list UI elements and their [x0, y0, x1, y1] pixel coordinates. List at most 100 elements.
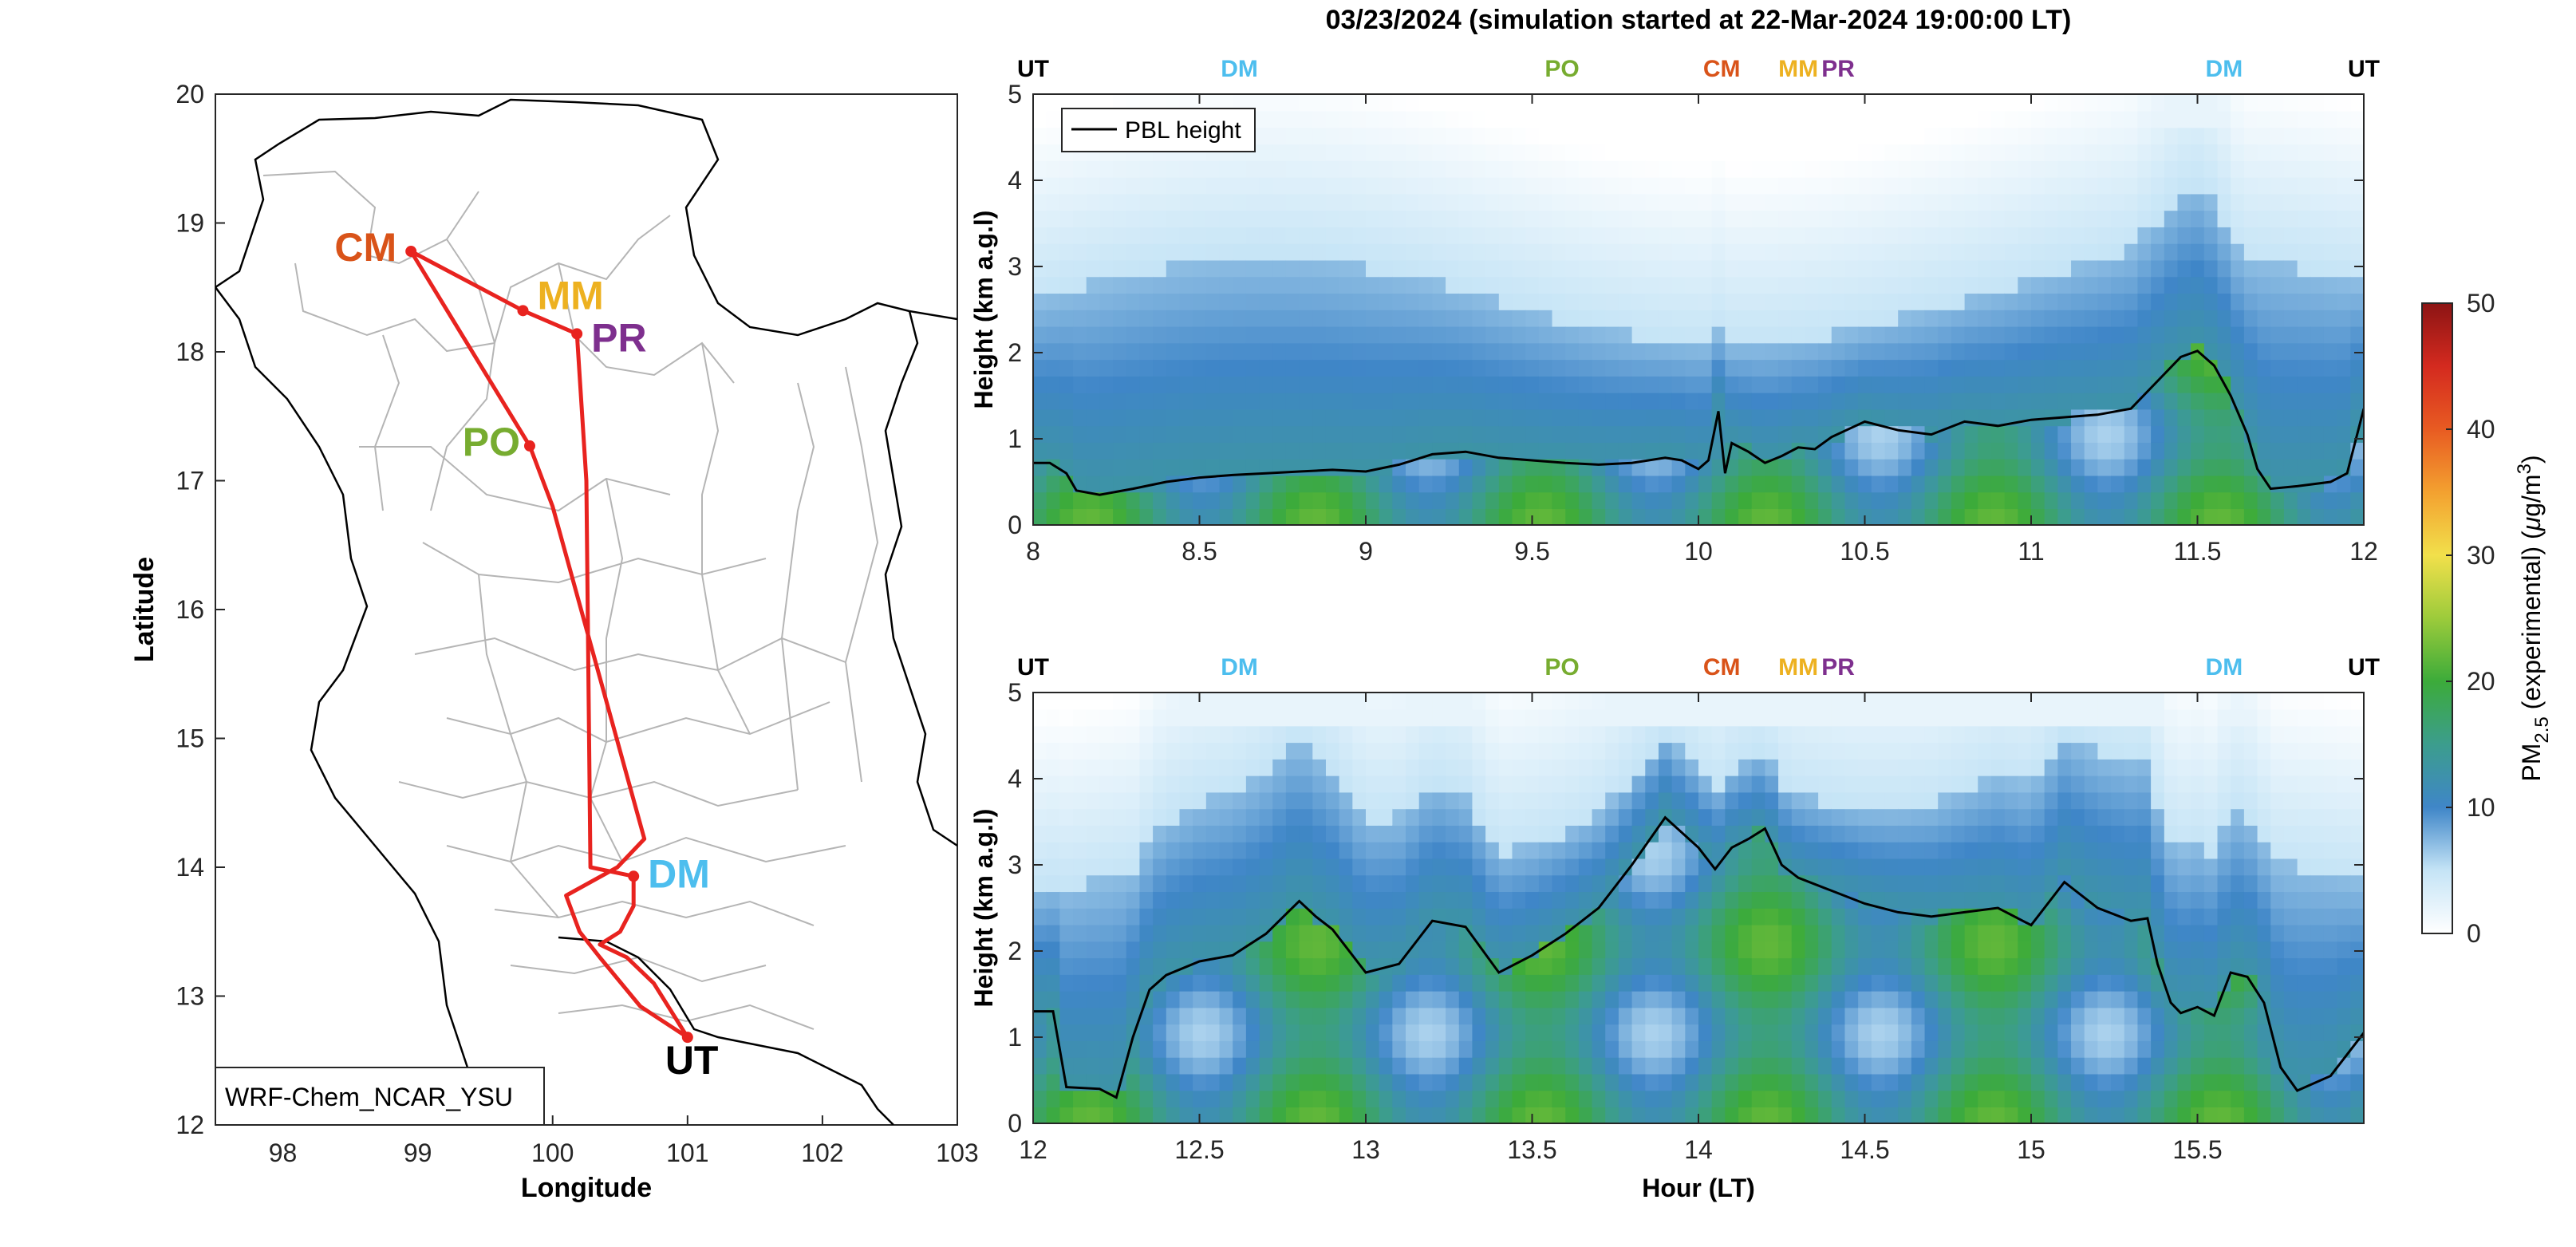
- heat-cell: [2031, 974, 2045, 992]
- heat-cell: [1938, 1107, 1952, 1123]
- heat-cell: [1153, 725, 1167, 744]
- heat-cell: [2164, 808, 2179, 826]
- heat-cell: [2270, 293, 2285, 310]
- heat-cell: [2111, 708, 2125, 727]
- heat-cell: [2097, 376, 2112, 393]
- heat-cell: [2044, 941, 2059, 959]
- heat-cell: [1818, 508, 1832, 525]
- heat-cell: [1990, 891, 2006, 909]
- heat-cell: [1592, 693, 1607, 710]
- heat-cell: [2231, 176, 2245, 195]
- heat-cell: [1179, 210, 1193, 227]
- heat-cell: [1379, 94, 1394, 112]
- heat-cell: [1898, 475, 1912, 493]
- heat-cell: [1791, 775, 1806, 793]
- heat-cell: [1884, 1024, 1899, 1041]
- heat-cell: [1166, 491, 1181, 510]
- heat-cell: [1990, 94, 2006, 112]
- heat-cell: [1099, 508, 1114, 525]
- heat-cell: [2057, 808, 2072, 826]
- heat-cell: [1924, 990, 1939, 1008]
- heat-cell: [1618, 408, 1633, 427]
- heat-cell: [2124, 775, 2139, 793]
- heat-cell: [1259, 858, 1274, 876]
- heat-cell: [1219, 693, 1233, 710]
- heat-cell: [2044, 708, 2059, 727]
- heat-cell: [1379, 990, 1394, 1008]
- heat-cell: [1964, 924, 1979, 942]
- heat-cell: [2137, 243, 2152, 261]
- heat-cell: [2191, 874, 2205, 893]
- heat-cell: [1951, 110, 1966, 128]
- heat-cell: [2177, 693, 2191, 710]
- heat-cell: [1205, 1090, 1221, 1108]
- heat-cell: [2177, 160, 2191, 178]
- heat-cell: [1392, 326, 1406, 344]
- heat-cell: [1844, 1090, 1859, 1108]
- heat-cell: [2137, 127, 2152, 145]
- heat-cell: [1831, 326, 1846, 344]
- heat-cell: [1685, 425, 1699, 443]
- heat-cell: [1924, 408, 1939, 427]
- heat-cell: [1458, 160, 1473, 178]
- heat-cell: [1432, 791, 1446, 810]
- heat-cell: [1805, 458, 1819, 476]
- heat-cell: [1406, 176, 1420, 195]
- heat-cell: [1711, 924, 1726, 942]
- heat-cell: [1525, 708, 1540, 727]
- station-label-po: PO: [463, 420, 520, 464]
- heat-cell: [1418, 1073, 1434, 1091]
- heat-cell: [1392, 210, 1406, 227]
- heat-cell: [1951, 1007, 1966, 1025]
- heat-cell: [1498, 874, 1513, 893]
- heat-cell: [2004, 742, 2019, 760]
- heat-cell: [1512, 891, 1526, 909]
- heat-cell: [1193, 193, 1207, 211]
- heat-cell: [1978, 227, 1992, 244]
- heat-cell: [2071, 392, 2085, 410]
- heat-cell: [1285, 874, 1300, 893]
- heat-cell: [2243, 359, 2258, 377]
- heat-cell: [2283, 475, 2298, 493]
- heat-cell: [2283, 176, 2298, 195]
- heat-cell: [1059, 924, 1074, 942]
- heat-cell: [1871, 725, 1886, 744]
- heat-cell: [1605, 990, 1619, 1008]
- heat-cell: [1339, 259, 1354, 278]
- heat-cell: [2137, 491, 2152, 510]
- heat-cell: [2151, 693, 2165, 710]
- heat-cell: [1565, 908, 1580, 925]
- heat-cell: [2191, 1090, 2205, 1108]
- heat-cell: [1432, 491, 1446, 510]
- station-dot-dm: [628, 870, 640, 882]
- heat-cell: [2031, 376, 2045, 393]
- heat-cell: [1233, 425, 1247, 443]
- heat-cell: [2151, 342, 2165, 361]
- heat-cell: [1086, 808, 1101, 826]
- heat-cell: [2097, 1007, 2112, 1025]
- heat-cell: [1978, 491, 1992, 510]
- heat-cell: [1751, 693, 1766, 710]
- heat-cell: [1765, 841, 1779, 859]
- heat-cell: [2203, 193, 2219, 211]
- heat-cell: [1844, 791, 1859, 810]
- heat-cell: [1685, 243, 1699, 261]
- heat-cell: [1578, 990, 1593, 1008]
- heat-cell: [1418, 458, 1434, 476]
- heat-cell: [1193, 742, 1207, 760]
- heat-cell: [1285, 957, 1300, 975]
- heat-cell: [1592, 742, 1607, 760]
- heat-cell: [1086, 841, 1101, 859]
- heat-cell: [1179, 974, 1193, 992]
- heat-cell: [1193, 475, 1207, 493]
- heat-cell: [1046, 425, 1061, 443]
- heat-cell: [1366, 458, 1380, 476]
- heat-cell: [1073, 160, 1087, 178]
- heat-cell: [1938, 127, 1952, 145]
- heat-cell: [1844, 957, 1859, 975]
- heat-cell: [1379, 293, 1394, 310]
- heat-cell: [2231, 376, 2245, 393]
- heat-cell: [1645, 808, 1659, 826]
- heat-cell: [1432, 775, 1446, 793]
